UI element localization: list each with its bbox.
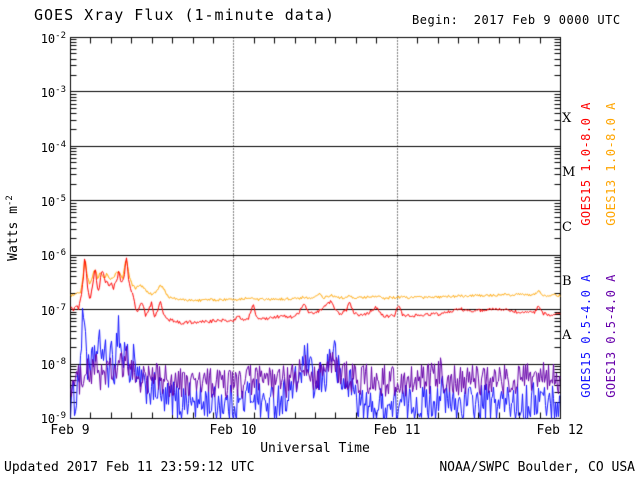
- y-tick-label-1e-7: 10-7: [40, 303, 66, 318]
- flare-class-b: B: [562, 274, 572, 289]
- flare-class-m: M: [562, 165, 576, 180]
- y-axis-title-exponent: -2: [4, 195, 15, 207]
- begin-timestamp: Begin: 2017 Feb 9 0000 UTC: [412, 13, 621, 27]
- legend-goes13-short: GOES13 0.5-4.0 A: [604, 274, 618, 398]
- y-tick-label-1e-9: 10-9: [40, 411, 66, 426]
- legend-goes13-long: GOES13 1.0-8.0 A: [604, 102, 618, 226]
- x-tick-label-feb10: Feb 10: [209, 423, 257, 438]
- y-tick-label-1e-6: 10-6: [40, 248, 66, 263]
- chart-title: GOES Xray Flux (1-minute data): [34, 6, 335, 24]
- flare-class-x: X: [562, 111, 572, 126]
- legend-goes15-long: GOES15 1.0-8.0 A: [579, 102, 593, 226]
- x-tick-label-feb11: Feb 11: [373, 423, 421, 438]
- x-axis-title: Universal Time: [260, 441, 370, 456]
- x-tick-label-feb12: Feb 12: [536, 423, 584, 438]
- y-tick-label-1e-3: 10-3: [40, 85, 66, 100]
- x-tick-label-feb9: Feb 9: [50, 423, 90, 438]
- legend-goes15-short: GOES15 0.5-4.0 A: [579, 274, 593, 398]
- y-tick-label-1e-2: 10-2: [40, 31, 66, 46]
- flare-class-a: A: [562, 328, 572, 343]
- y-tick-label-1e-5: 10-5: [40, 194, 66, 209]
- agency-credit: NOAA/SWPC Boulder, CO USA: [439, 460, 635, 475]
- y-tick-label-1e-4: 10-4: [40, 140, 66, 155]
- flare-class-c: C: [562, 220, 572, 235]
- y-tick-label-1e-8: 10-8: [40, 357, 66, 372]
- updated-timestamp: Updated 2017 Feb 11 23:59:12 UTC: [4, 460, 255, 475]
- y-axis-title-text: Watts m: [6, 206, 22, 261]
- y-axis-title: Watts m-2: [5, 195, 21, 261]
